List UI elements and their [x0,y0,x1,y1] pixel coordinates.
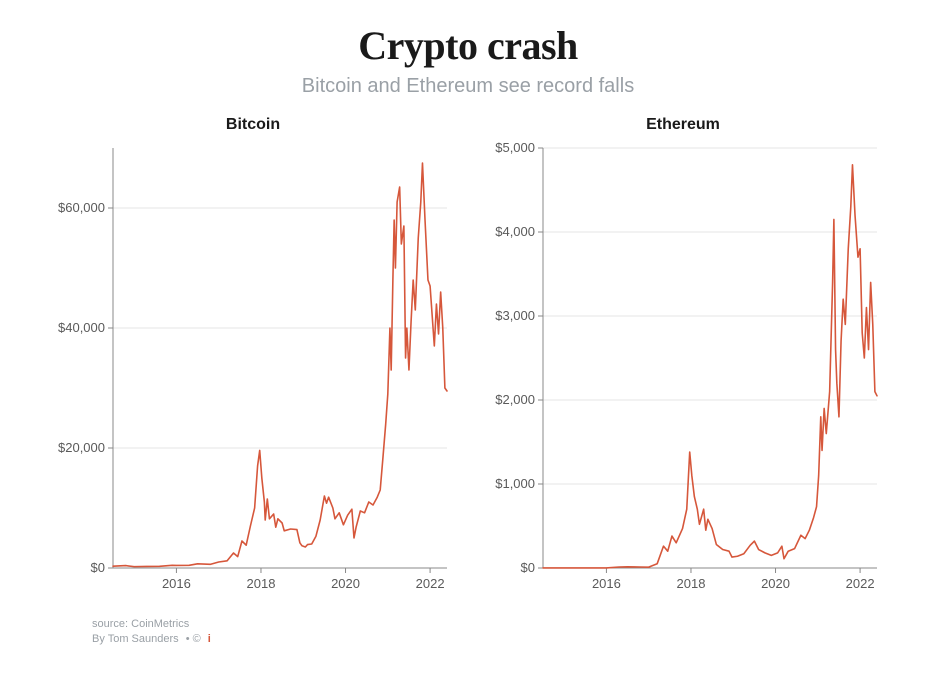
panel-ethereum: Ethereum $0 $1,000 $2,000 $3,000 $4,000 $5,00… [473,116,893,613]
svg-text:$4,000: $4,000 [495,224,535,239]
panel-title-ethereum: Ethereum [473,116,893,134]
credits: source: CoinMetrics By Tom Saunders • © … [92,617,936,648]
chart-container: Crypto crash Bitcoin and Ethereum see re… [0,0,936,684]
svg-text:$2,000: $2,000 [495,392,535,407]
series-line-bitcoin [113,163,447,567]
svg-text:2016: 2016 [162,576,191,591]
svg-text:$60,000: $60,000 [58,200,105,215]
grid-ethereum [543,148,877,568]
svg-text:2020: 2020 [761,576,790,591]
x-ticks-bitcoin: 2016 2018 2020 2022 [162,568,445,591]
svg-text:2018: 2018 [677,576,706,591]
svg-text:$5,000: $5,000 [495,140,535,155]
y-ticks-bitcoin: $0 $20,000 $40,000 $60,000 [58,200,113,575]
chart-svg-bitcoin: $0 $20,000 $40,000 $60,000 2016 2018 2020 2022 [43,138,463,608]
svg-text:2018: 2018 [247,576,276,591]
panel-bitcoin: Bitcoin $0 $20,000 $40,000 $60,000 2016 2018… [43,116,463,613]
byline-mark: i [208,633,211,645]
y-ticks-ethereum: $0 $1,000 $2,000 $3,000 $4,000 $5,000 [495,140,543,575]
byline-author: Tom Saunders [108,633,179,645]
chart-subtitle: Bitcoin and Ethereum see record falls [0,75,936,98]
series-line-ethereum [543,165,877,568]
svg-text:$0: $0 [91,560,105,575]
svg-text:2016: 2016 [592,576,621,591]
byline-prefix: By [92,633,108,645]
x-ticks-ethereum: 2016 2018 2020 2022 [592,568,875,591]
svg-text:$1,000: $1,000 [495,476,535,491]
byline: By Tom Saunders • © i [92,632,936,647]
chart-title: Crypto crash [0,22,936,69]
grid-bitcoin [113,208,447,568]
panels-row: Bitcoin $0 $20,000 $40,000 $60,000 2016 2018… [0,116,936,613]
svg-text:$0: $0 [521,560,535,575]
svg-text:2022: 2022 [846,576,875,591]
chart-svg-ethereum: $0$1,000$2,000$3,000$4,000$5,000 2016201… [473,138,893,608]
svg-text:$3,000: $3,000 [495,308,535,323]
source-line: source: CoinMetrics [92,617,936,632]
svg-text:2020: 2020 [331,576,360,591]
byline-sep: • © [183,633,204,645]
panel-title-bitcoin: Bitcoin [43,116,463,134]
axes-ethereum [543,148,877,568]
svg-text:2022: 2022 [416,576,445,591]
svg-text:$40,000: $40,000 [58,320,105,335]
svg-text:$20,000: $20,000 [58,440,105,455]
